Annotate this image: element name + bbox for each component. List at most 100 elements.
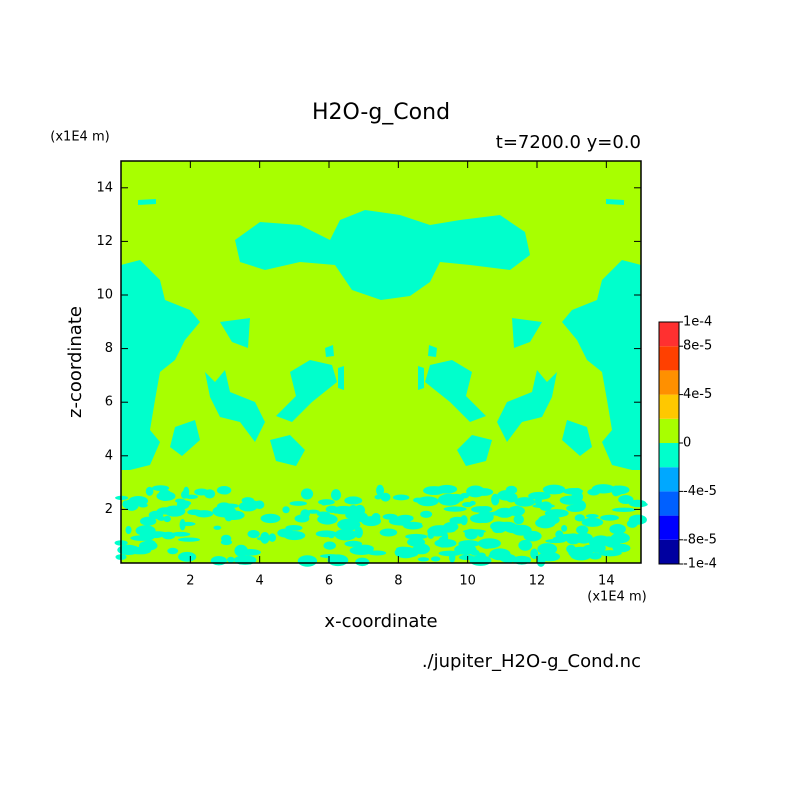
negative-speck	[184, 494, 199, 499]
negative-speck	[513, 514, 524, 525]
negative-speck	[129, 546, 152, 555]
negative-speck	[210, 555, 227, 566]
negative-speck	[511, 524, 532, 536]
negative-speck	[532, 503, 555, 509]
x-axis-label: x-coordinate	[324, 611, 437, 632]
negative-speck	[282, 506, 290, 514]
y-tick-label: 12	[96, 234, 113, 249]
negative-speck	[611, 485, 621, 497]
negative-speck	[437, 493, 461, 506]
negative-speck	[226, 556, 235, 563]
negative-speck	[222, 510, 245, 521]
negative-speck	[555, 530, 564, 539]
negative-speck	[180, 521, 196, 526]
negative-speck	[247, 529, 260, 539]
negative-speck	[177, 537, 201, 542]
x-tick-label: 4	[256, 574, 264, 589]
negative-speck	[140, 516, 157, 526]
negative-region	[418, 366, 424, 390]
negative-speck	[598, 550, 622, 557]
negative-speck	[355, 557, 370, 567]
negative-speck	[238, 501, 258, 512]
colorbar-tick-label: -8e-5	[683, 532, 717, 547]
negative-region	[138, 199, 156, 205]
negative-region	[121, 260, 200, 470]
negative-speck	[566, 504, 585, 513]
negative-speck	[499, 553, 517, 563]
colorbar-band	[659, 418, 679, 443]
negative-speck	[394, 546, 418, 559]
file-label: ./jupiter_H2O-g_Cond.nc	[422, 651, 641, 672]
negative-speck	[241, 497, 255, 504]
negative-speck	[417, 557, 430, 562]
negative-speck	[582, 544, 595, 555]
negative-speck	[441, 531, 449, 543]
negative-speck	[330, 489, 342, 501]
negative-region	[428, 345, 437, 357]
negative-speck	[376, 484, 385, 497]
negative-speck	[315, 530, 337, 538]
x-tick-label: 10	[459, 574, 476, 589]
negative-region	[170, 420, 200, 456]
negative-region	[497, 370, 557, 442]
negative-speck	[221, 486, 231, 495]
negative-speck	[344, 496, 363, 505]
negative-speck	[585, 513, 599, 519]
colorbar-tick-label: 4e-5	[683, 387, 712, 402]
negative-speck	[337, 518, 361, 531]
plot-frame	[120, 160, 642, 564]
negative-speck	[332, 509, 340, 514]
negative-speck	[545, 539, 566, 544]
negative-speck	[405, 533, 428, 540]
negative-speck	[443, 506, 467, 512]
negative-speck	[416, 496, 439, 507]
negative-speck	[574, 514, 585, 522]
negative-speck	[577, 526, 587, 534]
negative-speck	[588, 552, 602, 560]
negative-region	[562, 260, 641, 470]
negative-speck	[534, 495, 542, 506]
negative-speck	[268, 533, 277, 542]
negative-speck	[449, 516, 466, 524]
negative-speck	[289, 501, 307, 506]
negative-speck	[559, 495, 581, 505]
negative-speck	[464, 528, 479, 540]
negative-speck	[612, 507, 636, 512]
negative-speck	[537, 543, 558, 555]
negative-speck	[491, 493, 500, 506]
negative-region	[512, 318, 542, 348]
colorbar-tick-label: -4e-5	[683, 484, 717, 499]
y-axis-label: z-coordinate	[65, 306, 86, 418]
colorbar-band	[659, 394, 679, 419]
negative-region	[235, 210, 530, 300]
negative-speck	[466, 485, 485, 498]
colorbar-band	[659, 443, 679, 468]
negative-speck	[591, 486, 614, 493]
colorbar-band	[659, 370, 679, 395]
negative-speck	[213, 525, 222, 530]
negative-speck	[379, 528, 398, 537]
negative-speck	[530, 548, 539, 560]
negative-speck	[146, 531, 168, 537]
negative-speck	[143, 539, 157, 550]
chart-title: H2O-g_Cond	[312, 100, 450, 125]
negative-speck	[528, 491, 551, 500]
negative-speck	[345, 510, 366, 520]
negative-speck	[536, 555, 546, 567]
negative-speck	[260, 531, 270, 544]
negative-speck	[544, 509, 569, 518]
negative-speck	[427, 531, 435, 539]
negative-speck	[392, 494, 410, 501]
negative-speck	[469, 500, 476, 506]
negative-speck	[148, 510, 164, 519]
y-tick-label: 8	[105, 341, 113, 356]
negative-speck	[561, 524, 568, 532]
negative-region	[276, 360, 337, 422]
y-tick-label: 10	[96, 288, 113, 303]
negative-speck	[344, 540, 363, 547]
colorbar-band	[659, 515, 679, 540]
axes: 2 4 6 8 10 12 14 2 4 6 8 10 12 14	[96, 160, 642, 589]
negative-speck	[220, 534, 232, 543]
x-tick-label: 8	[394, 574, 402, 589]
colorbar-band	[659, 467, 679, 492]
